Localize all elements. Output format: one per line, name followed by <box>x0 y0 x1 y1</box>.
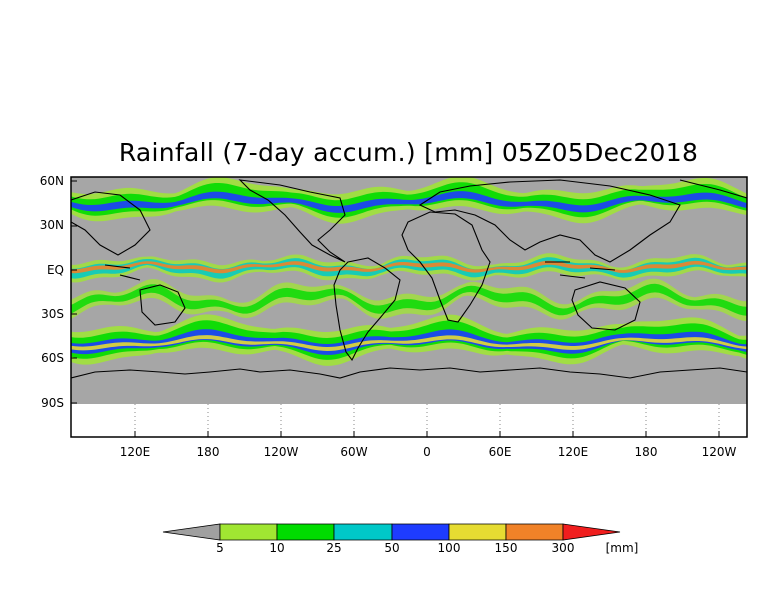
lon-label-120e: 120E <box>119 445 151 459</box>
lon-label-120e-2: 120E <box>557 445 589 459</box>
colorbar-low-cap <box>162 523 221 541</box>
rain-bands <box>71 177 747 366</box>
australia-west-outline <box>139 284 186 326</box>
lon-label-60w: 60W <box>340 445 368 459</box>
map-frame <box>70 176 748 438</box>
colorbar-high-cap <box>562 523 621 541</box>
indonesia-outline <box>104 261 616 281</box>
map-title: Rainfall (7-day accum.) [mm] 05Z05Dec201… <box>118 138 699 167</box>
lat-label-60s: 60S <box>41 351 64 365</box>
lon-label-0: 0 <box>423 445 431 459</box>
lon-label-120w-2: 120W <box>701 445 737 459</box>
colorbar-label-5: 5 <box>216 541 224 555</box>
lon-label-180: 180 <box>196 445 220 459</box>
lat-label-30n: 30N <box>39 218 64 232</box>
colorbar <box>162 523 621 541</box>
colorbar-label-100: 100 <box>437 541 461 555</box>
axis-ticks <box>71 180 720 437</box>
colorbar-label-10: 10 <box>269 541 285 555</box>
land-outlines <box>71 179 747 379</box>
rain-band-south-very-heavy <box>71 335 747 351</box>
colorbar-box <box>391 523 450 541</box>
lat-label-60n: 60N <box>39 174 64 188</box>
lat-label-30s: 30S <box>41 307 64 321</box>
colorbar-label-50: 50 <box>384 541 400 555</box>
rain-band-subtropics-moderate <box>71 283 747 316</box>
antarctica-outline <box>71 367 747 379</box>
lon-label-180-2: 180 <box>634 445 658 459</box>
graticule <box>134 404 720 437</box>
africa-outline <box>401 211 491 323</box>
south-america-outline <box>333 257 401 362</box>
north-america-east-outline <box>679 179 747 199</box>
colorbar-label-300: 300 <box>551 541 575 555</box>
lat-label-90s: 90S <box>41 396 64 410</box>
colorbar-box <box>276 523 335 541</box>
rain-band-tropics-heavy <box>71 260 747 274</box>
colorbar-unit: [mm] <box>605 541 639 555</box>
colorbar-box <box>219 523 278 541</box>
colorbar-label-25: 25 <box>326 541 342 555</box>
lon-label-60e: 60E <box>488 445 512 459</box>
rain-band-north-heavy <box>71 191 747 213</box>
colorbar-box <box>448 523 507 541</box>
colorbar-box <box>505 523 564 541</box>
lon-label-120w: 120W <box>263 445 299 459</box>
australia-outline <box>571 281 641 331</box>
lat-label-eq: EQ <box>46 263 64 277</box>
eurasia-west-outline <box>71 191 151 256</box>
eurasia-outline <box>418 179 681 263</box>
colorbar-label-150: 150 <box>494 541 518 555</box>
rain-band-tropics-moderate <box>71 257 747 279</box>
north-america-outline <box>238 179 346 263</box>
colorbar-box <box>333 523 393 541</box>
